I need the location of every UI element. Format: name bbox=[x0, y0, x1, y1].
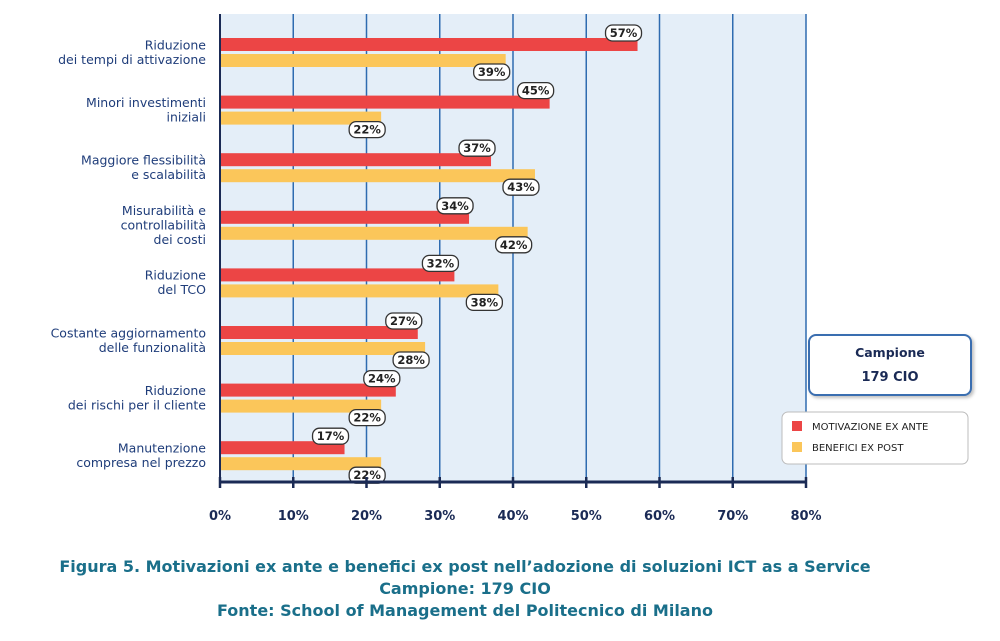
category-label: dei costi bbox=[154, 232, 206, 247]
category-label: delle funzionalità bbox=[99, 340, 206, 355]
data-label-bubble bbox=[465, 293, 504, 312]
data-label: 17% bbox=[317, 429, 345, 443]
data-label: 45% bbox=[522, 84, 550, 98]
category-label: compresa nel prezzo bbox=[76, 455, 206, 470]
sample-title: Campione bbox=[855, 345, 925, 360]
bar bbox=[220, 457, 382, 471]
category-label: dei rischi per il cliente bbox=[68, 397, 206, 412]
category-label: Misurabilità e bbox=[122, 203, 206, 218]
data-label-bubble bbox=[311, 427, 350, 445]
data-label-bubble bbox=[502, 178, 540, 196]
bar bbox=[220, 153, 492, 167]
category-label: Riduzione bbox=[145, 268, 207, 283]
x-tick-label: 20% bbox=[351, 509, 382, 524]
x-tick-label: 40% bbox=[497, 509, 528, 524]
bar bbox=[220, 95, 550, 109]
x-tick-label: 50% bbox=[571, 509, 602, 524]
bar bbox=[220, 383, 396, 397]
data-label: 34% bbox=[441, 199, 469, 213]
legend-label: BENEFICI EX POST bbox=[812, 443, 904, 454]
bar bbox=[220, 326, 418, 339]
category-label: iniziali bbox=[166, 109, 206, 124]
data-label-bubble bbox=[421, 254, 460, 273]
category-label: Minori investimenti bbox=[86, 95, 206, 110]
bar bbox=[220, 38, 638, 51]
legend-swatch bbox=[792, 421, 802, 431]
data-label: 37% bbox=[463, 141, 491, 155]
bar bbox=[220, 226, 528, 240]
data-label-bubble bbox=[385, 312, 423, 330]
data-label-bubble bbox=[348, 408, 386, 427]
bar bbox=[220, 169, 535, 183]
data-label: 28% bbox=[397, 353, 425, 367]
data-label: 32% bbox=[427, 256, 455, 270]
x-tick-label: 70% bbox=[717, 509, 748, 524]
category-label: Manutenzione bbox=[118, 440, 206, 455]
bar bbox=[220, 111, 382, 125]
data-label: 43% bbox=[507, 180, 535, 194]
data-label: 22% bbox=[353, 411, 381, 425]
bar bbox=[220, 268, 455, 282]
data-label: 22% bbox=[353, 468, 381, 482]
caption-source: Fonte: School of Management del Politecn… bbox=[217, 601, 713, 620]
sample-box: Campione 179 CIO bbox=[808, 334, 972, 396]
category-label: Riduzione bbox=[145, 37, 207, 52]
data-label: 39% bbox=[478, 65, 506, 79]
x-tick-label: 30% bbox=[424, 509, 455, 524]
bar bbox=[220, 441, 345, 455]
category-label: Riduzione bbox=[145, 383, 207, 398]
data-label-bubble bbox=[436, 197, 474, 215]
x-tick-label: 60% bbox=[644, 509, 675, 524]
x-tick-label: 0% bbox=[209, 509, 231, 524]
legend-label: MOTIVAZIONE EX ANTE bbox=[812, 422, 928, 433]
data-label-bubble bbox=[392, 351, 430, 369]
data-label: 57% bbox=[610, 26, 638, 40]
category-label: Maggiore flessibilità bbox=[81, 152, 206, 167]
data-label-bubble bbox=[604, 24, 643, 42]
data-label-bubble bbox=[473, 63, 511, 81]
data-label: 27% bbox=[390, 314, 418, 328]
x-tick-label: 10% bbox=[278, 509, 309, 524]
bar bbox=[220, 210, 470, 224]
legend-swatch bbox=[792, 442, 802, 452]
data-label-bubble bbox=[516, 81, 555, 100]
data-label: 24% bbox=[368, 372, 396, 386]
category-label: del TCO bbox=[157, 282, 206, 297]
bar bbox=[220, 54, 506, 67]
bar bbox=[220, 342, 426, 355]
caption-sample: Campione: 179 CIO bbox=[379, 579, 551, 598]
bar bbox=[220, 284, 499, 298]
data-label-bubble bbox=[348, 120, 386, 139]
data-label-bubble bbox=[458, 139, 496, 157]
x-tick-label: 80% bbox=[790, 509, 821, 524]
category-label: dei tempi di attivazione bbox=[58, 52, 206, 67]
data-label: 22% bbox=[353, 123, 381, 137]
caption-title: Figura 5. Motivazioni ex ante e benefici… bbox=[59, 557, 871, 576]
category-label: Costante aggiornamento bbox=[51, 325, 206, 340]
bar bbox=[220, 399, 382, 413]
data-label: 38% bbox=[471, 295, 499, 309]
legend-box bbox=[781, 411, 969, 465]
data-label: 42% bbox=[500, 238, 528, 252]
sample-value: 179 CIO bbox=[861, 370, 919, 385]
category-label: controllabilità bbox=[121, 217, 206, 232]
category-label: e scalabilità bbox=[131, 167, 206, 182]
data-label-bubble bbox=[494, 236, 533, 254]
data-label-bubble bbox=[363, 369, 401, 388]
